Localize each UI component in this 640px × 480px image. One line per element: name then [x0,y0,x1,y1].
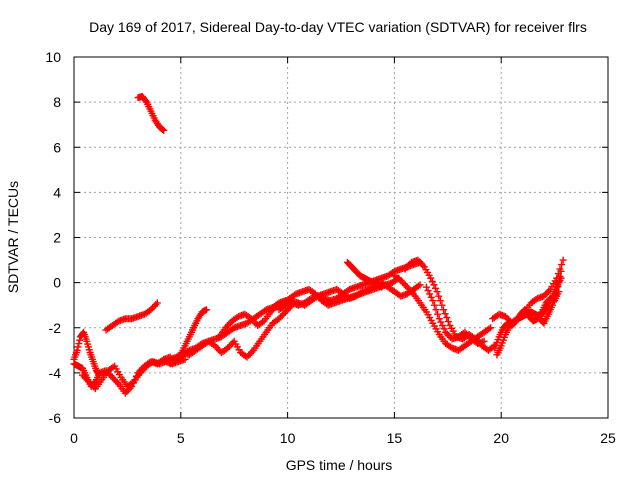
data-point [430,281,438,289]
data-point [444,318,452,326]
data-point [128,379,136,387]
data-point [429,297,437,305]
x-axis-label: GPS time / hours [286,457,393,473]
y-tick-label: 0 [53,275,61,291]
x-tick-label: 15 [387,430,403,446]
chart-title: Day 169 of 2017, Sidereal Day-to-day VTE… [89,19,587,35]
data-point [559,256,567,264]
grid-lines [74,57,608,418]
data-point [485,325,493,333]
y-tick-label: 8 [53,94,61,110]
x-tick-label: 0 [70,430,78,446]
data-point [440,306,448,314]
data-point [443,314,451,322]
data-point [558,261,566,269]
data-point [427,293,435,301]
y-tick-label: -2 [49,320,62,336]
series-track-m [401,256,499,354]
data-point [438,321,446,329]
series-track-h [177,306,210,359]
data-point [159,125,167,133]
series-track-n [422,283,488,348]
series-track-k [343,258,386,291]
data-point [433,288,441,296]
data-point [153,299,161,307]
x-tick-label: 5 [177,430,185,446]
data-point [76,336,84,344]
data-point [427,274,435,282]
data-point [435,292,443,300]
series-track-e [134,92,168,134]
data-point [432,306,440,314]
data-point [430,301,438,309]
x-tick-label: 10 [280,430,296,446]
data-point [548,301,556,309]
data-point [142,97,150,105]
series-track-l [390,272,495,354]
data-point [75,340,83,348]
data-point [487,324,495,332]
y-tick-label: 10 [45,49,61,65]
data-point [554,283,562,291]
data-points [70,92,567,397]
data-point [414,282,422,290]
data-point [74,343,82,351]
y-tick-label: 6 [53,139,61,155]
data-point [551,294,559,302]
data-point [434,310,442,318]
data-point [426,290,434,298]
y-tick-label: 4 [53,184,61,200]
series-track-g [166,301,296,363]
data-point [440,325,448,333]
data-point [555,277,563,285]
y-tick-label: -4 [49,365,62,381]
x-tick-labels: 0 5 10 15 20 25 [70,430,616,446]
data-point [556,272,564,280]
data-point [422,283,430,291]
data-point [553,288,561,296]
y-tick-label: 2 [53,230,61,246]
y-tick-label: -6 [49,410,62,426]
data-point [480,337,488,345]
data-point [435,315,443,323]
x-tick-label: 20 [493,430,509,446]
data-point [202,306,210,314]
data-point [378,283,386,291]
tick-marks [73,56,609,419]
data-point [424,287,432,295]
y-tick-labels: -6 -4 -2 0 2 4 6 8 10 [45,49,61,426]
data-point [552,291,560,299]
data-point [432,284,440,292]
series-track-d [102,299,161,334]
y-axis-label: SDTVAR / TECUs [5,181,21,293]
data-point [428,277,436,285]
data-point [259,318,267,326]
x-tick-label: 25 [600,430,616,446]
data-point [550,298,558,306]
data-point [441,310,449,318]
data-point [160,126,168,134]
data-point [416,281,424,289]
data-point [73,346,81,354]
data-point [437,318,445,326]
data-point [436,297,444,305]
data-point [557,267,565,275]
series-track-r [536,267,565,327]
series-track-q [491,288,563,352]
data-point [438,301,446,309]
